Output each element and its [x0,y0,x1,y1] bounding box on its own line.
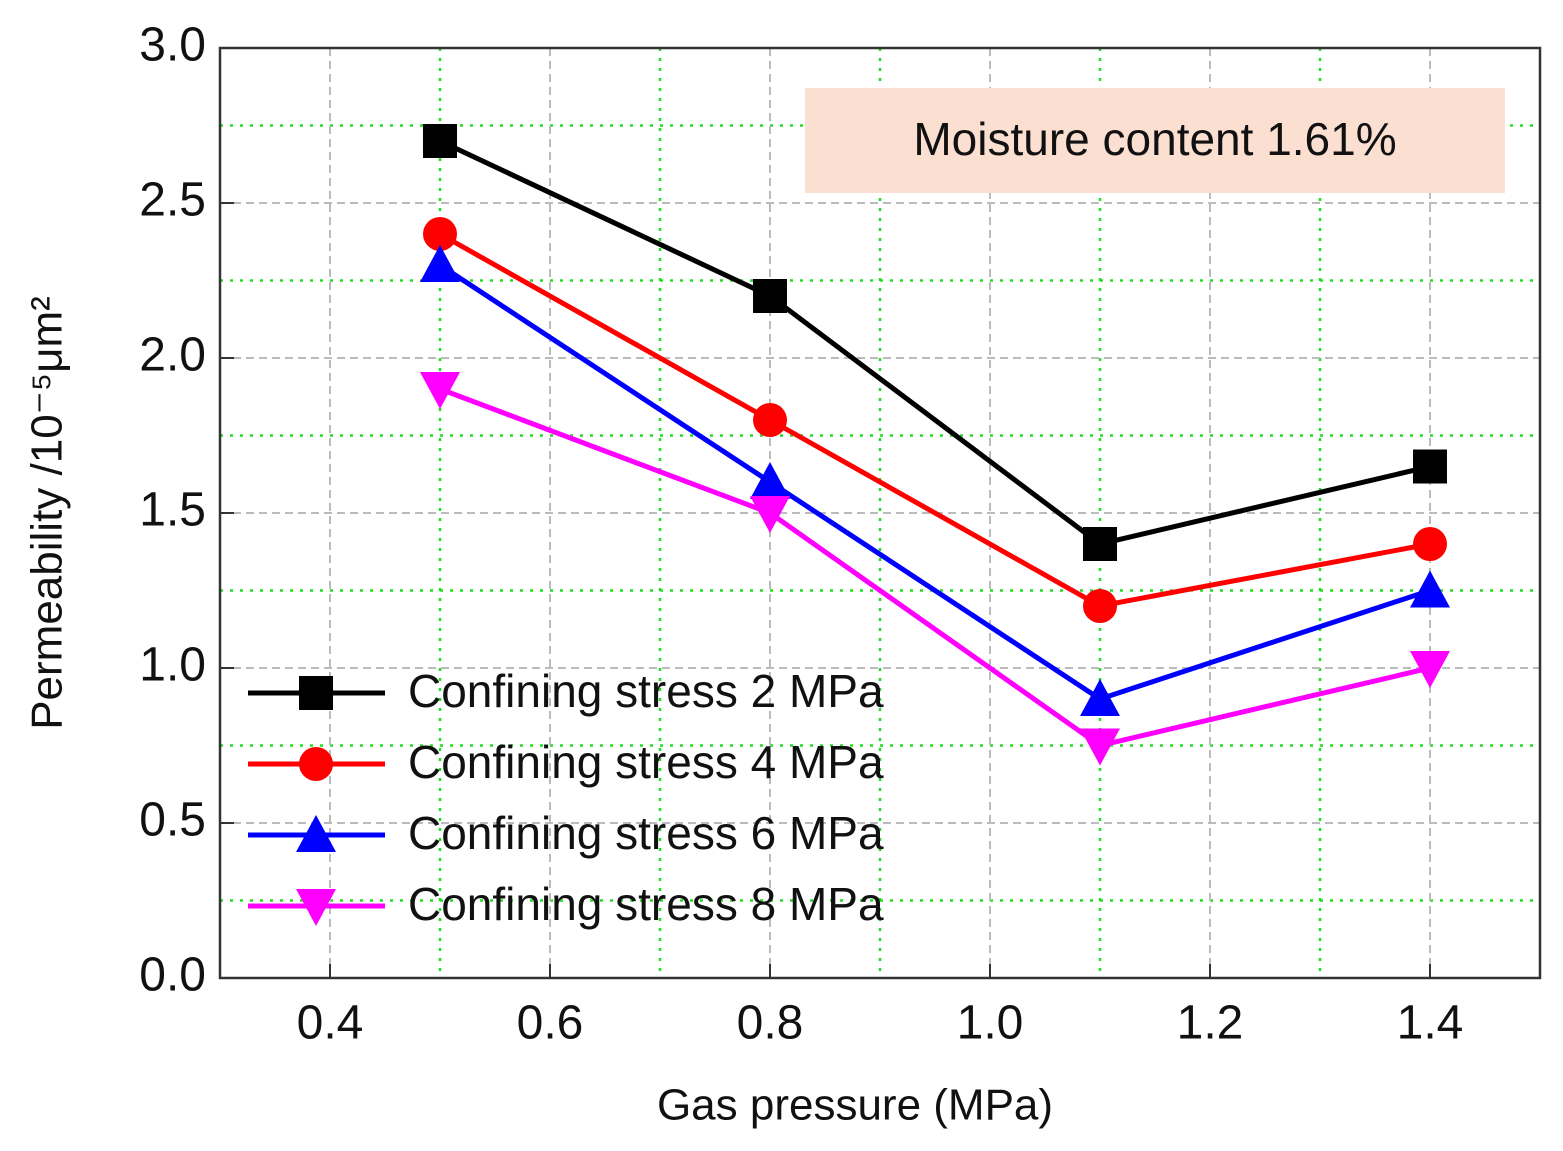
marker [1080,728,1120,766]
y-tick-label: 1.5 [139,484,206,537]
x-axis-label: Gas pressure (MPa) [657,1081,1053,1130]
legend-label: Confining stress 8 MPa [408,878,884,930]
marker [420,245,460,282]
x-tick-label: 0.6 [517,997,584,1050]
series-line [438,138,1431,547]
marker [750,462,790,499]
legend-label: Confining stress 6 MPa [408,807,884,859]
marker [1083,589,1117,623]
legend-label: Confining stress 2 MPa [408,665,884,717]
marker [1410,570,1450,608]
legend-label: Confining stress 4 MPa [408,736,884,788]
x-tick-label: 1.0 [957,997,1024,1050]
x-tick-label: 0.8 [737,997,804,1050]
plot-frame [218,46,1542,980]
y-tick-label: 2.5 [139,174,206,227]
y-tick-label: 3.0 [139,19,206,72]
marker [1080,679,1120,716]
y-tick-label: 1.0 [139,639,206,692]
annotation-box [805,88,1505,193]
marker [423,217,457,251]
marker [1410,651,1450,688]
series-line [439,386,1431,749]
legend-marker [299,747,333,781]
marker [420,372,460,409]
y-tick-label: 2.0 [139,329,206,382]
annotation: Moisture content 1.61% [913,113,1396,165]
y-tick-label: 0.0 [139,949,206,1002]
y-tick-label: 0.5 [139,794,206,847]
marker [750,496,790,533]
legend-marker [296,889,336,926]
marker [1413,527,1447,561]
series-line [438,231,1431,609]
x-tick-label: 1.2 [1177,997,1244,1050]
series-line [438,262,1431,702]
marker [1083,527,1117,561]
marker [1413,449,1447,484]
marker [753,279,787,313]
legend-marker [299,676,333,710]
marker [423,124,457,158]
legend-marker [296,815,336,852]
x-tick-label: 0.4 [297,997,364,1050]
x-tick-label: 1.4 [1397,997,1464,1050]
marker [753,403,787,437]
y-axis-label: Permeability /10⁻⁵μm² [23,296,72,730]
